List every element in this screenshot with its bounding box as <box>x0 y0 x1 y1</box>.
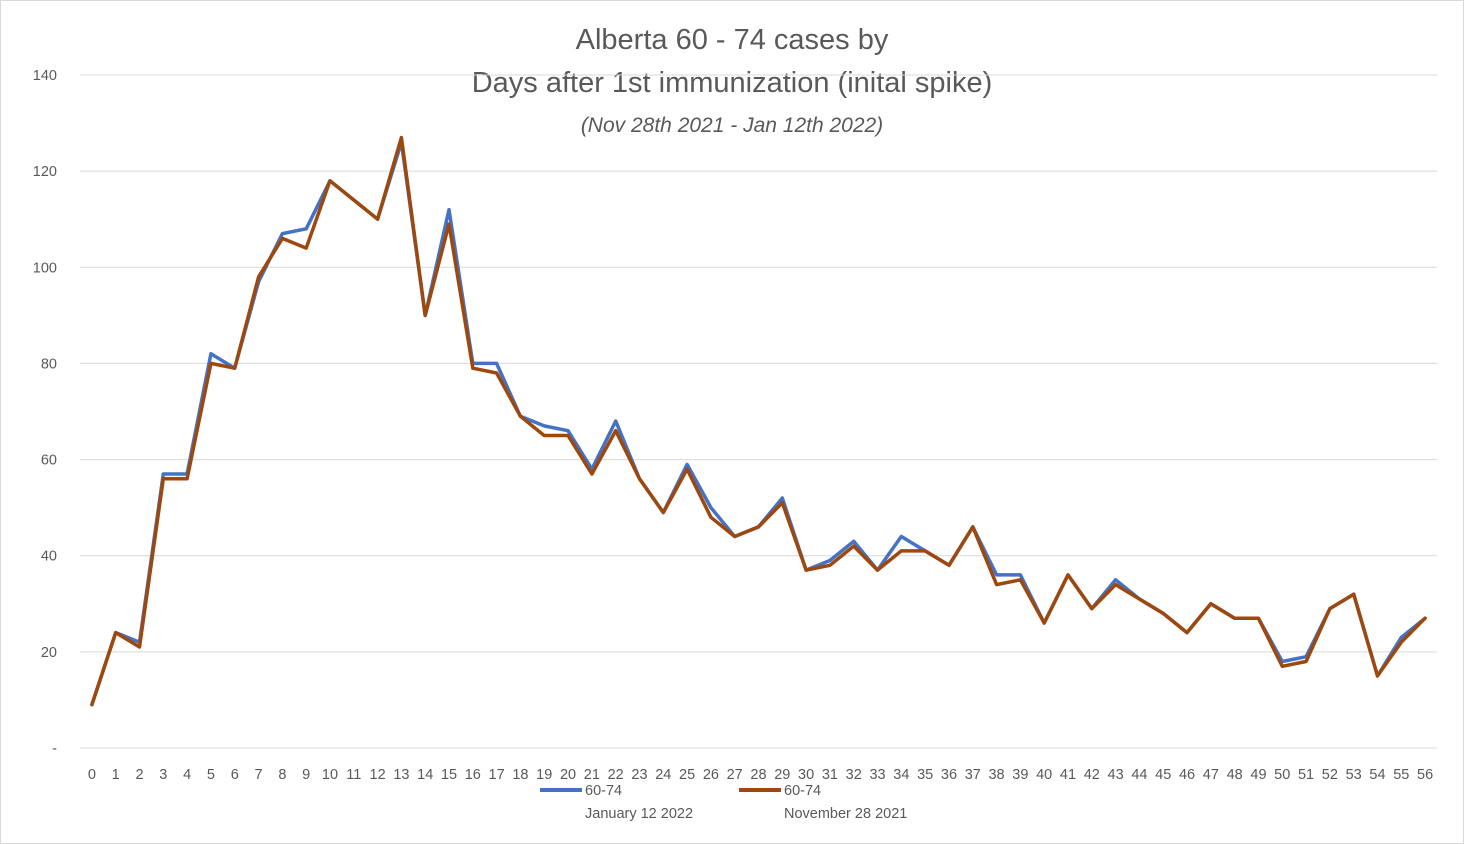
x-tick-label-29: 29 <box>774 767 790 783</box>
x-tick-label-19: 19 <box>536 767 552 783</box>
x-tick-label-3: 3 <box>159 767 167 783</box>
y-axis: - 20 40 60 80 100 120 140 <box>33 68 57 757</box>
y-tick-label-60: 60 <box>41 453 57 469</box>
x-tick-label-26: 26 <box>703 767 719 783</box>
x-tick-label-25: 25 <box>679 767 695 783</box>
x-tick-label-4: 4 <box>183 767 191 783</box>
series-line-1 <box>90 140 1427 707</box>
x-tick-label-8: 8 <box>278 767 286 783</box>
x-tick-label-7: 7 <box>255 767 263 783</box>
x-tick-label-50: 50 <box>1274 767 1290 783</box>
x-tick-label-10: 10 <box>322 767 338 783</box>
series-line-2 <box>90 135 1427 707</box>
x-tick-label-28: 28 <box>750 767 766 783</box>
x-tick-label-49: 49 <box>1250 767 1266 783</box>
x-tick-label-24: 24 <box>655 767 671 783</box>
x-tick-label-40: 40 <box>1036 767 1052 783</box>
legend-caption-1: January 12 2022 <box>585 806 693 822</box>
legend-label-1: 60-74 <box>585 783 622 799</box>
gridlines <box>80 74 1437 749</box>
x-tick-label-20: 20 <box>560 767 576 783</box>
chart-title: Alberta 60 - 74 cases by <box>575 24 889 56</box>
y-tick-label-140: 140 <box>33 68 57 84</box>
legend-label-2: 60-74 <box>784 783 821 799</box>
x-axis: 0 1 2 3 4 5 6 7 8 9 10 11 12 13 14 15 16 17 18 19 20 21 22 23 24… <box>88 767 1433 783</box>
x-tick-label-1: 1 <box>112 767 120 783</box>
x-tick-label-11: 11 <box>346 767 361 783</box>
x-tick-label-48: 48 <box>1227 767 1243 783</box>
chart-title-line2: Days after 1st immunization (inital spik… <box>471 67 993 99</box>
y-tick-label-0: - <box>52 741 57 757</box>
x-tick-label-27: 27 <box>727 767 743 783</box>
x-tick-label-55: 55 <box>1393 767 1409 783</box>
x-tick-label-14: 14 <box>417 767 433 783</box>
x-tick-label-37: 37 <box>965 767 981 783</box>
y-tick-label-100: 100 <box>33 260 57 276</box>
legend: 60-74 January 12 2022 60-74 November 28 202… <box>540 783 907 822</box>
x-tick-label-34: 34 <box>893 767 909 783</box>
x-tick-label-47: 47 <box>1203 767 1219 783</box>
x-tick-label-46: 46 <box>1179 767 1195 783</box>
x-tick-label-0: 0 <box>88 767 96 783</box>
x-tick-label-21: 21 <box>584 767 600 783</box>
x-tick-label-36: 36 <box>941 767 957 783</box>
x-tick-label-39: 39 <box>1012 767 1028 783</box>
x-tick-label-9: 9 <box>302 767 310 783</box>
x-tick-label-30: 30 <box>798 767 814 783</box>
y-tick-label-40: 40 <box>41 549 57 565</box>
y-tick-label-80: 80 <box>41 356 57 372</box>
x-tick-label-54: 54 <box>1369 767 1385 783</box>
x-tick-label-41: 41 <box>1060 767 1076 783</box>
chart-subtitle: (Nov 28th 2021 - Jan 12th 2022) <box>580 114 884 137</box>
x-tick-label-23: 23 <box>631 767 647 783</box>
x-tick-label-52: 52 <box>1322 767 1338 783</box>
x-tick-label-15: 15 <box>441 767 457 783</box>
x-tick-label-51: 51 <box>1298 767 1314 783</box>
legend-caption-2: November 28 2021 <box>784 806 907 822</box>
x-tick-label-2: 2 <box>135 767 143 783</box>
x-tick-label-17: 17 <box>489 767 505 783</box>
x-tick-label-22: 22 <box>608 767 624 783</box>
x-tick-label-16: 16 <box>465 767 481 783</box>
x-tick-label-12: 12 <box>370 767 386 783</box>
series-lines <box>90 135 1427 707</box>
x-tick-label-13: 13 <box>393 767 409 783</box>
x-tick-label-53: 53 <box>1346 767 1362 783</box>
x-tick-label-35: 35 <box>917 767 933 783</box>
x-tick-label-38: 38 <box>988 767 1004 783</box>
x-tick-label-32: 32 <box>846 767 862 783</box>
x-tick-label-44: 44 <box>1131 767 1147 783</box>
x-tick-label-33: 33 <box>869 767 885 783</box>
y-tick-label-20: 20 <box>41 645 57 661</box>
x-tick-label-6: 6 <box>231 767 239 783</box>
x-tick-label-31: 31 <box>822 767 838 783</box>
x-tick-label-42: 42 <box>1084 767 1100 783</box>
x-tick-label-5: 5 <box>207 767 215 783</box>
y-tick-label-120: 120 <box>33 164 57 180</box>
x-tick-label-56: 56 <box>1417 767 1433 783</box>
x-tick-label-45: 45 <box>1155 767 1171 783</box>
x-tick-label-43: 43 <box>1108 767 1124 783</box>
x-tick-label-18: 18 <box>512 767 528 783</box>
